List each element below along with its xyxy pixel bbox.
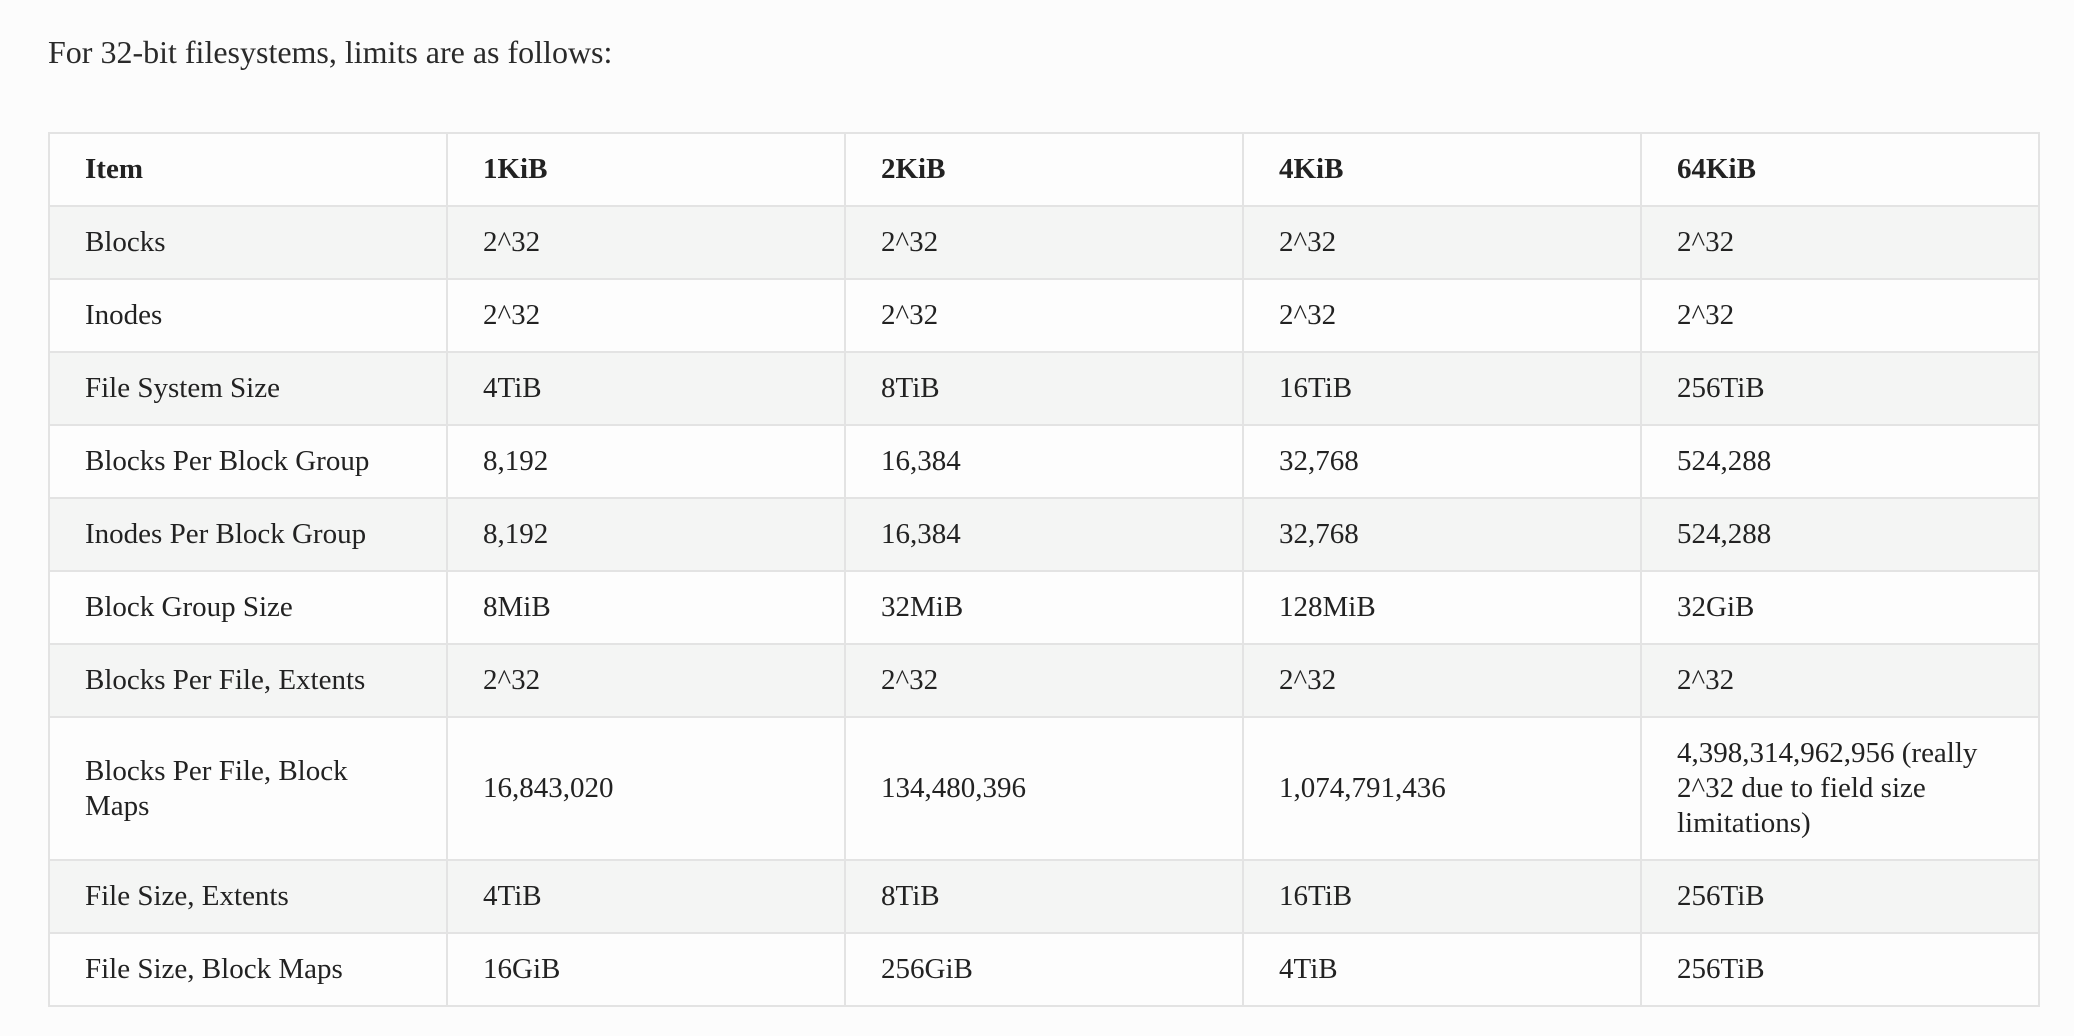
table-row: Block Group Size 8MiB 32MiB 128MiB 32GiB xyxy=(48,570,2040,645)
table-cell: 256TiB xyxy=(1640,932,2040,1007)
table-cell: 16,843,020 xyxy=(446,716,846,861)
row-label: Blocks Per File, Block Maps xyxy=(48,716,448,861)
table-row: File Size, Block Maps 16GiB 256GiB 4TiB … xyxy=(48,932,2040,1007)
table-row: Blocks Per Block Group 8,192 16,384 32,7… xyxy=(48,424,2040,499)
row-label: File Size, Block Maps xyxy=(48,932,448,1007)
table-cell: 256TiB xyxy=(1640,859,2040,934)
table-row: Inodes Per Block Group 8,192 16,384 32,7… xyxy=(48,497,2040,572)
table-cell: 8,192 xyxy=(446,497,846,572)
row-label: Blocks xyxy=(48,205,448,280)
table-cell: 2^32 xyxy=(1242,278,1642,353)
table-cell: 16,384 xyxy=(844,424,1244,499)
table-cell: 8MiB xyxy=(446,570,846,645)
table-row: Blocks Per File, Extents 2^32 2^32 2^32 … xyxy=(48,643,2040,718)
table-cell: 4TiB xyxy=(446,351,846,426)
table-cell: 32GiB xyxy=(1640,570,2040,645)
column-header-64kib: 64KiB xyxy=(1640,132,2040,207)
intro-paragraph: For 32-bit filesystems, limits are as fo… xyxy=(48,34,613,70)
column-header-item: Item xyxy=(48,132,448,207)
table-cell: 2^32 xyxy=(1640,643,2040,718)
table-cell: 524,288 xyxy=(1640,424,2040,499)
table-cell: 2^32 xyxy=(1242,205,1642,280)
table-cell: 256GiB xyxy=(844,932,1244,1007)
table-cell: 2^32 xyxy=(844,205,1244,280)
table-header-row: Item 1KiB 2KiB 4KiB 64KiB xyxy=(48,132,2040,207)
table-cell: 16TiB xyxy=(1242,859,1642,934)
table-row: Inodes 2^32 2^32 2^32 2^32 xyxy=(48,278,2040,353)
table-cell: 2^32 xyxy=(1640,278,2040,353)
table-cell: 8,192 xyxy=(446,424,846,499)
table-cell: 8TiB xyxy=(844,859,1244,934)
table-cell: 32MiB xyxy=(844,570,1244,645)
table-cell: 2^32 xyxy=(1242,643,1642,718)
row-label: Block Group Size xyxy=(48,570,448,645)
column-header-2kib: 2KiB xyxy=(844,132,1244,207)
table-cell: 2^32 xyxy=(844,278,1244,353)
table-cell: 4TiB xyxy=(446,859,846,934)
table-cell: 16GiB xyxy=(446,932,846,1007)
table-cell: 8TiB xyxy=(844,351,1244,426)
table-cell: 4TiB xyxy=(1242,932,1642,1007)
column-header-1kib: 1KiB xyxy=(446,132,846,207)
row-label: Blocks Per Block Group xyxy=(48,424,448,499)
table-cell: 1,074,791,436 xyxy=(1242,716,1642,861)
table-cell: 32,768 xyxy=(1242,497,1642,572)
table-cell: 4,398,314,962,956 (really 2^32 due to fi… xyxy=(1640,716,2040,861)
table-cell: 2^32 xyxy=(844,643,1244,718)
table-cell: 524,288 xyxy=(1640,497,2040,572)
table-cell: 128MiB xyxy=(1242,570,1642,645)
table-cell: 32,768 xyxy=(1242,424,1642,499)
table-cell: 134,480,396 xyxy=(844,716,1244,861)
table-cell: 2^32 xyxy=(1640,205,2040,280)
row-label: Blocks Per File, Extents xyxy=(48,643,448,718)
table-row: Blocks 2^32 2^32 2^32 2^32 xyxy=(48,205,2040,280)
column-header-4kib: 4KiB xyxy=(1242,132,1642,207)
filesystem-limits-table: Item 1KiB 2KiB 4KiB 64KiB Blocks 2^32 2^… xyxy=(48,132,2040,1007)
row-label: Inodes xyxy=(48,278,448,353)
row-label: Inodes Per Block Group xyxy=(48,497,448,572)
table-cell: 2^32 xyxy=(446,205,846,280)
table-row: Blocks Per File, Block Maps 16,843,020 1… xyxy=(48,716,2040,861)
table-row: File System Size 4TiB 8TiB 16TiB 256TiB xyxy=(48,351,2040,426)
table-cell: 16TiB xyxy=(1242,351,1642,426)
table-cell: 256TiB xyxy=(1640,351,2040,426)
table-cell: 2^32 xyxy=(446,643,846,718)
table-cell: 16,384 xyxy=(844,497,1244,572)
table-cell: 2^32 xyxy=(446,278,846,353)
row-label: File Size, Extents xyxy=(48,859,448,934)
table-row: File Size, Extents 4TiB 8TiB 16TiB 256Ti… xyxy=(48,859,2040,934)
row-label: File System Size xyxy=(48,351,448,426)
